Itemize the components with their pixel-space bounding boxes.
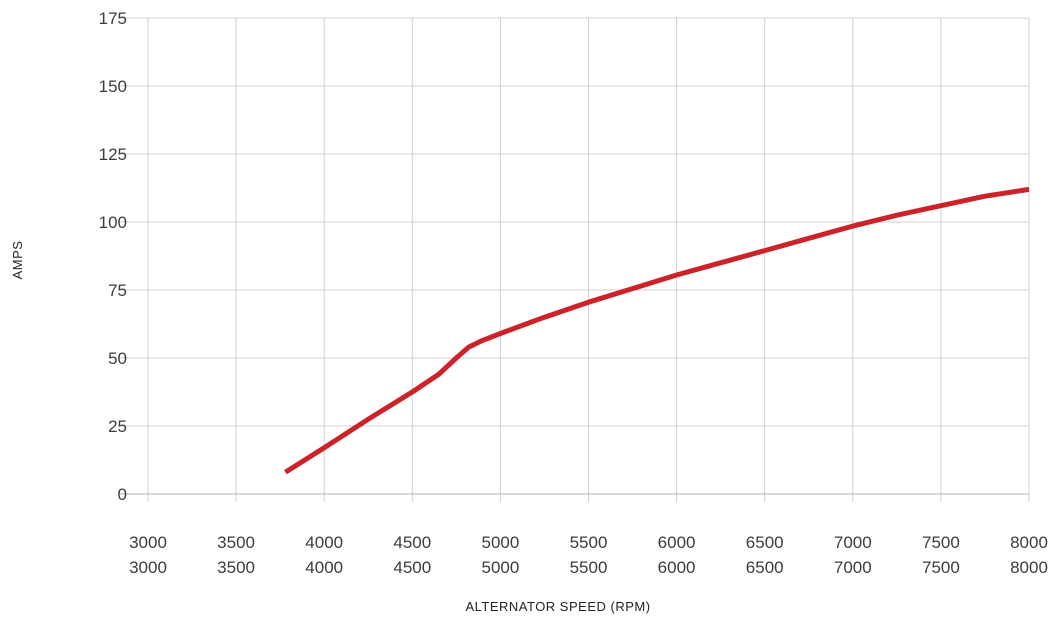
x-tick-label-secondary: 3500 bbox=[217, 558, 255, 577]
y-tick-label: 50 bbox=[108, 349, 127, 368]
x-tick-label-secondary: 4500 bbox=[393, 558, 431, 577]
y-tick-label: 0 bbox=[118, 485, 127, 504]
grid-lines bbox=[120, 17, 1030, 502]
series-group bbox=[284, 186, 1030, 475]
x-tick-label-secondary: 5000 bbox=[481, 558, 519, 577]
x-tick-labels-secondary: 3000 3500 4000 4500 5000 5500 6000 6500 7000 7500… bbox=[129, 558, 1048, 577]
x-tick-label: 7000 bbox=[834, 533, 872, 552]
x-tick-label-secondary: 7000 bbox=[834, 558, 872, 577]
x-tick-label: 4000 bbox=[305, 533, 343, 552]
x-tick-label-secondary: 6000 bbox=[658, 558, 696, 577]
x-tick-label: 7500 bbox=[922, 533, 960, 552]
x-tick-label: 3500 bbox=[217, 533, 255, 552]
y-axis-title: AMPS bbox=[10, 241, 25, 280]
x-tick-label-secondary: 6500 bbox=[746, 558, 784, 577]
x-tick-label-secondary: 7500 bbox=[922, 558, 960, 577]
x-tick-label-secondary: 5500 bbox=[570, 558, 608, 577]
x-tick-label-secondary: 4000 bbox=[305, 558, 343, 577]
x-tick-label-secondary: 3000 bbox=[129, 558, 167, 577]
y-tick-label: 150 bbox=[99, 77, 127, 96]
x-tick-label: 8000 bbox=[1010, 533, 1048, 552]
y-tick-label: 125 bbox=[99, 145, 127, 164]
y-tick-labels: 0 25 50 75 100 125 150 175 bbox=[99, 9, 127, 504]
y-tick-label: 100 bbox=[99, 213, 127, 232]
x-tick-label: 6500 bbox=[746, 533, 784, 552]
series-line bbox=[284, 186, 1030, 475]
x-tick-label: 5500 bbox=[570, 533, 608, 552]
x-tick-label: 4500 bbox=[393, 533, 431, 552]
x-tick-label: 3000 bbox=[129, 533, 167, 552]
y-tick-label: 25 bbox=[108, 417, 127, 436]
x-tick-label: 6000 bbox=[658, 533, 696, 552]
y-tick-label: 75 bbox=[108, 281, 127, 300]
x-tick-label: 5000 bbox=[481, 533, 519, 552]
y-tick-label: 175 bbox=[99, 9, 127, 28]
x-tick-labels: 3000 3500 4000 4500 5000 5500 6000 6500 7000 7500… bbox=[129, 533, 1048, 552]
x-tick-label-secondary: 8000 bbox=[1010, 558, 1048, 577]
x-axis-title: ALTERNATOR SPEED (RPM) bbox=[465, 599, 650, 614]
